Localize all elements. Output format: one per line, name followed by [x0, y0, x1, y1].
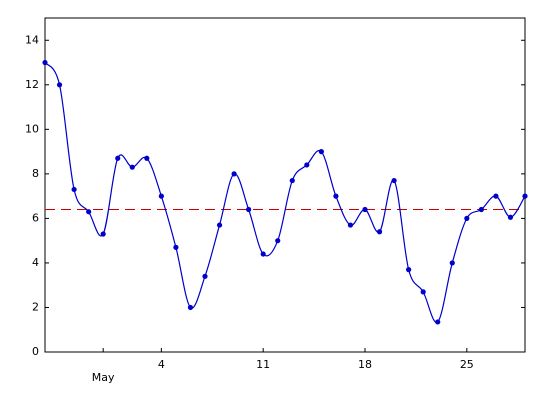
point [260, 251, 266, 257]
point [464, 215, 470, 221]
point [304, 162, 310, 168]
y-tick-label: 2 [32, 300, 39, 313]
point [318, 149, 324, 155]
point [347, 222, 354, 228]
x-tick-label: 18 [358, 358, 372, 371]
line [44, 62, 526, 323]
point [406, 267, 412, 273]
y-tick-label: 6 [32, 211, 39, 224]
point [420, 289, 426, 295]
point [289, 177, 295, 184]
y-tick-label: 8 [32, 167, 39, 180]
point [435, 319, 441, 325]
point [115, 155, 121, 161]
point [275, 238, 281, 244]
x-tick-label: 25 [460, 358, 474, 371]
point [391, 177, 397, 184]
point [42, 59, 48, 66]
point [144, 155, 150, 161]
y-tick-label: 14 [25, 33, 39, 46]
x-tick-label: 4 [158, 358, 165, 371]
point [449, 260, 455, 266]
point [187, 304, 194, 311]
point [56, 82, 63, 88]
point [100, 231, 106, 237]
point [158, 193, 164, 199]
point [362, 206, 368, 213]
y-tick-label: 12 [25, 78, 39, 91]
point [216, 222, 223, 228]
x-tick-label: 11 [256, 358, 270, 371]
point [522, 193, 528, 199]
point [493, 193, 499, 199]
y-tick-label: 4 [32, 256, 39, 269]
point [333, 193, 339, 199]
y-tick-label: 10 [25, 122, 39, 135]
point [71, 186, 77, 193]
plot-frame [44, 17, 526, 353]
point [478, 206, 484, 213]
point [507, 214, 514, 220]
y-tick-label: 0 [32, 345, 39, 358]
point [202, 273, 208, 279]
point [86, 209, 92, 215]
point [246, 206, 252, 213]
x-tick-label: May [92, 371, 115, 384]
point [129, 164, 135, 170]
point [376, 229, 383, 235]
point [231, 171, 237, 177]
point [173, 244, 179, 250]
